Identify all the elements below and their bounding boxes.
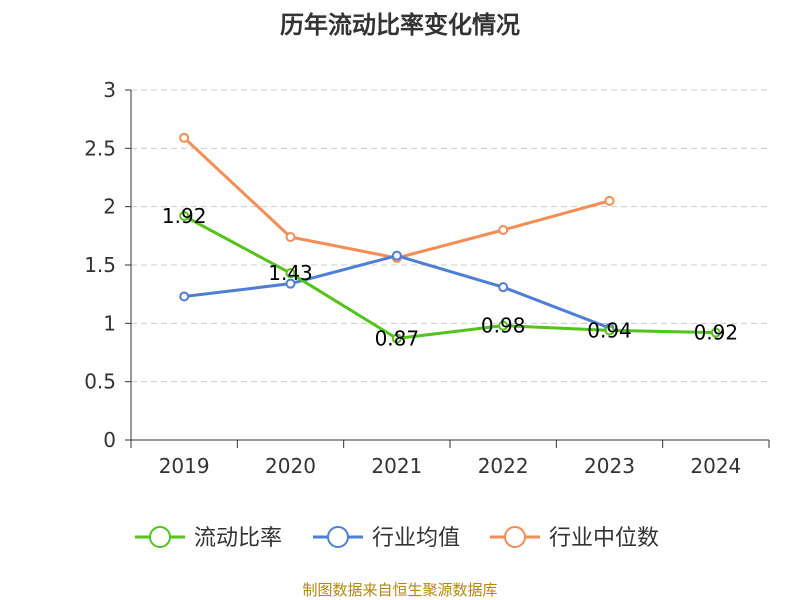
x-tick-label: 2023	[584, 454, 635, 478]
y-tick-label: 1	[103, 311, 116, 335]
chart-title: 历年流动比率变化情况	[280, 11, 520, 39]
legend-item-1[interactable]: 行业均值	[313, 526, 460, 551]
data-point[interactable]	[498, 225, 509, 235]
y-tick-label: 2.5	[84, 136, 116, 160]
data-point[interactable]	[179, 132, 190, 143]
data-point[interactable]	[285, 278, 296, 289]
legend-label: 行业中位数	[549, 526, 659, 551]
data-label: 0.98	[481, 314, 526, 338]
series-line-2	[183, 136, 610, 260]
data-point[interactable]	[498, 282, 509, 293]
gridlines	[131, 89, 769, 383]
data-label: 0.94	[587, 318, 632, 342]
legend-marker	[504, 526, 526, 548]
y-tick-label: 3	[103, 78, 116, 102]
legend-label: 行业均值	[372, 526, 460, 551]
y-tick-label: 0.5	[84, 370, 116, 394]
x-tick-label: 2020	[265, 454, 316, 478]
axes: 0 0.5 1 1.5 2 2.5 3 2019 2020 2021 2022 2023 2024	[84, 78, 770, 478]
data-point[interactable]	[710, 327, 721, 338]
y-tick-label: 0	[103, 428, 116, 452]
data-point[interactable]	[179, 291, 190, 302]
data-labels: 1.92 1.43 0.87 0.98 0.94 0.92	[162, 204, 738, 351]
legend: 流动比率 行业均值 行业中位数	[135, 526, 659, 551]
data-point[interactable]	[391, 333, 402, 344]
source-note: 制图数据来自恒生聚源数据库	[302, 581, 497, 599]
series-line-0	[183, 214, 716, 340]
data-point[interactable]	[285, 232, 296, 242]
data-label: 1.43	[268, 261, 313, 285]
legend-item-0[interactable]: 流动比率	[135, 526, 282, 551]
y-tick-label: 2	[103, 195, 116, 219]
legend-label: 流动比率	[194, 526, 282, 551]
data-point[interactable]	[285, 268, 296, 279]
x-tick-label: 2022	[478, 454, 529, 478]
legend-marker	[149, 526, 171, 548]
data-label: 0.92	[694, 321, 739, 345]
series	[179, 132, 721, 344]
series-line-1	[183, 254, 611, 330]
legend-marker	[327, 526, 349, 548]
legend-item-2[interactable]: 行业中位数	[490, 526, 659, 551]
data-point[interactable]	[179, 211, 190, 221]
data-point[interactable]	[498, 320, 509, 331]
data-point[interactable]	[604, 195, 615, 206]
data-point[interactable]	[604, 325, 615, 336]
x-tick-label: 2024	[690, 454, 741, 478]
data-point[interactable]	[391, 250, 402, 261]
y-tick-label: 1.5	[84, 253, 116, 277]
data-label: 1.92	[162, 204, 207, 228]
x-tick-label: 2019	[159, 454, 210, 478]
data-label: 0.87	[375, 327, 420, 351]
x-tick-label: 2021	[371, 454, 422, 478]
